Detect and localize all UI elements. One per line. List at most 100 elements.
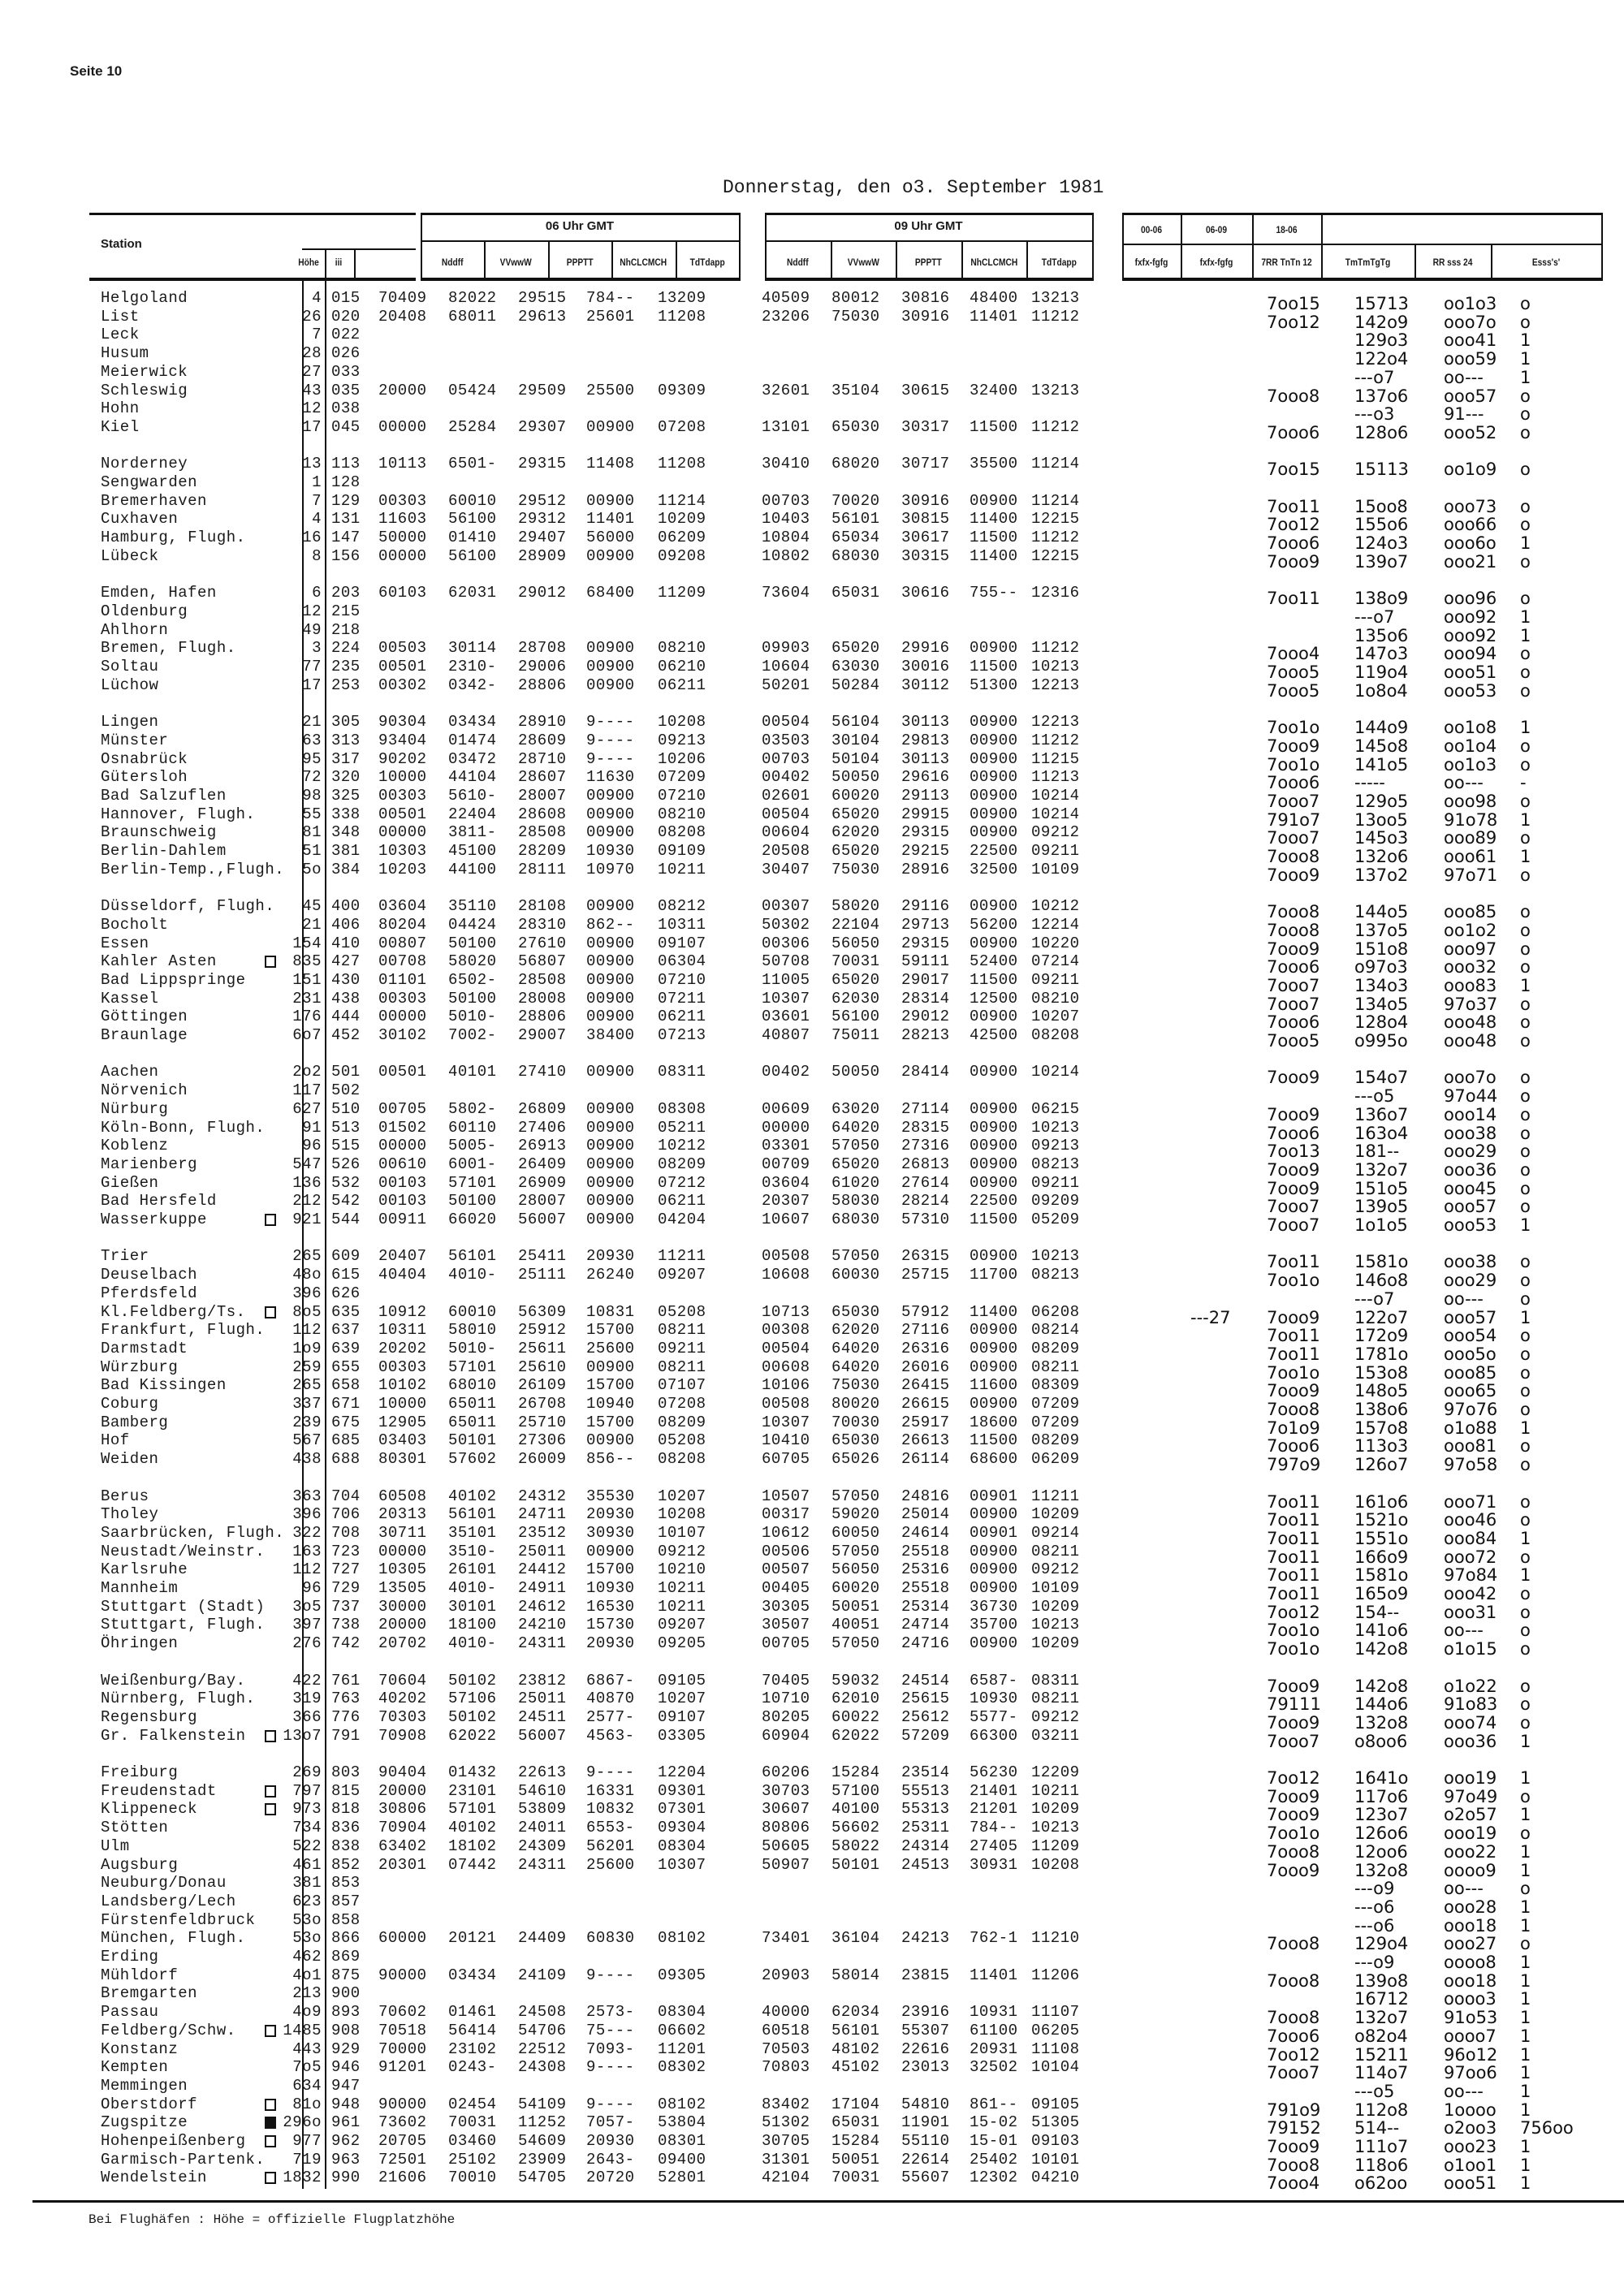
obs-06-value: 24311 bbox=[518, 1634, 567, 1653]
obs-09-value: 06209 bbox=[1031, 1450, 1080, 1469]
handwritten-value: 7ooo8 bbox=[1267, 1934, 1320, 1954]
obs-06-value: 68011 bbox=[448, 307, 497, 326]
handwritten-value: 1 bbox=[1520, 718, 1531, 738]
handwritten-value: o bbox=[1520, 1584, 1531, 1603]
obs-09-value: 50051 bbox=[831, 2150, 880, 2169]
station-height: 269 bbox=[292, 1763, 322, 1781]
obs-09-value: 26813 bbox=[901, 1154, 950, 1173]
obs-06-value: 30000 bbox=[378, 1597, 427, 1616]
obs-06-value: 60103 bbox=[378, 584, 427, 602]
handwritten-value: 1 bbox=[1520, 2081, 1531, 2101]
obs-06-value: 56100 bbox=[448, 546, 497, 565]
station-height: 96 bbox=[302, 1579, 322, 1597]
obs-06-value: 57101 bbox=[448, 1800, 497, 1819]
obs-06-value: 07210 bbox=[658, 970, 706, 989]
handwritten-value: o bbox=[1520, 496, 1531, 516]
handwritten-value: 7oo12 bbox=[1267, 312, 1320, 332]
obs-09-value: 25518 bbox=[901, 1542, 950, 1560]
obs-09-value: 10213 bbox=[1031, 1819, 1080, 1837]
obs-06-value: 00303 bbox=[378, 491, 427, 510]
obs-09-value: 24716 bbox=[901, 1634, 950, 1653]
obs-09-value: 00900 bbox=[970, 491, 1018, 510]
obs-09-value: 10213 bbox=[1031, 1247, 1080, 1266]
handwritten-value: 137o5 bbox=[1354, 920, 1409, 940]
obs-09-value: 17104 bbox=[831, 2095, 880, 2113]
obs-09-value: 24714 bbox=[901, 1616, 950, 1634]
obs-09-value: 09212 bbox=[1031, 1560, 1080, 1579]
table-row: Wendelstein 1832 990 21606 70010 54705 20720 52… bbox=[0, 2169, 1624, 2193]
handwritten-value: 15113 bbox=[1354, 460, 1409, 480]
table-row: Berlin-Dahlem 51 381 10303 45100 28209 10930 09… bbox=[0, 842, 1624, 866]
obs-06-value: 12204 bbox=[658, 1763, 706, 1781]
station-height: 7 bbox=[312, 326, 322, 344]
obs-09-value: 11206 bbox=[1031, 1966, 1080, 1984]
obs-09-value: 29713 bbox=[901, 915, 950, 934]
handwritten-value: 7ooo4 bbox=[1267, 644, 1320, 664]
handwritten-value: o bbox=[1520, 1031, 1531, 1051]
obs-06-value: 08212 bbox=[658, 897, 706, 916]
obs-06-value: 30806 bbox=[378, 1800, 427, 1819]
obs-09-value: 30607 bbox=[762, 1800, 810, 1819]
obs-06-value: 09107 bbox=[658, 1707, 706, 1726]
obs-06-value: 16530 bbox=[586, 1597, 635, 1616]
obs-06-value: 20000 bbox=[378, 1781, 427, 1800]
obs-06-value: 24109 bbox=[518, 1966, 567, 1984]
handwritten-value: 7ooo4 bbox=[1267, 2173, 1320, 2194]
obs-06-value: 10207 bbox=[658, 1487, 706, 1505]
station-name: Schleswig bbox=[101, 381, 188, 399]
station-height: 396 bbox=[292, 1505, 322, 1524]
obs-06-value: 58010 bbox=[448, 1321, 497, 1340]
handwritten-value: 7ooo6 bbox=[1267, 422, 1320, 442]
handwritten-value: 7ooo8 bbox=[1267, 902, 1320, 922]
obs-09-value: 08211 bbox=[1031, 1357, 1080, 1376]
obs-09-value: 00900 bbox=[970, 1137, 1018, 1155]
handwritten-value: 7oo12 bbox=[1267, 1768, 1320, 1788]
obs-09-value: 56101 bbox=[831, 510, 880, 529]
station-height: 461 bbox=[292, 1855, 322, 1874]
station-height: 17 bbox=[302, 675, 322, 694]
obs-09-value: 00900 bbox=[970, 1542, 1018, 1560]
station-name: Osnabrück bbox=[101, 749, 188, 768]
obs-09-value: 59032 bbox=[831, 1671, 880, 1690]
station-name: Meierwick bbox=[101, 362, 188, 381]
station-name: Mannheim bbox=[101, 1579, 179, 1597]
obs-09-value: 30916 bbox=[901, 491, 950, 510]
obs-06-value: 28708 bbox=[518, 639, 567, 658]
station-height: 6o7 bbox=[292, 1026, 322, 1044]
table-row: München, Flugh. 53o 866 60000 20121 24409 6083… bbox=[0, 1929, 1624, 1953]
obs-09-value: 26613 bbox=[901, 1431, 950, 1450]
obs-06-value: 20202 bbox=[378, 1339, 427, 1357]
station-id: 635 bbox=[331, 1302, 361, 1321]
table-row: Kahler Asten 835 427 00708 58020 56807 00900 06… bbox=[0, 952, 1624, 977]
obs-06-value: 09304 bbox=[658, 1819, 706, 1837]
obs-06-value: 29509 bbox=[518, 381, 567, 399]
table-row: Deuselbach 48o 615 40404 4010- 25111 26240 0920… bbox=[0, 1266, 1624, 1290]
obs-06-value: 06211 bbox=[658, 675, 706, 694]
obs-06-value: 90000 bbox=[378, 2095, 427, 2113]
obs-09-value: 73401 bbox=[762, 1929, 810, 1948]
handwritten-value: ooo85 bbox=[1444, 1362, 1497, 1383]
obs-06-value: 30102 bbox=[378, 1026, 427, 1044]
handwritten-value: 1 bbox=[1520, 1841, 1531, 1862]
obs-06-value: 10107 bbox=[658, 1523, 706, 1542]
station-height: 176 bbox=[292, 1008, 322, 1026]
handwritten-value: o bbox=[1520, 865, 1531, 885]
obs-06-value: 23812 bbox=[518, 1671, 567, 1690]
table-row: Nürburg 627 510 00705 5802- 26809 00900 08308 00… bbox=[0, 1100, 1624, 1124]
table-row: Zugspitze 296o 961 73602 70031 11252 7057- 5380… bbox=[0, 2113, 1624, 2138]
obs-09-value: 60518 bbox=[762, 2021, 810, 2039]
gust-06-09-value: ---27 bbox=[1190, 1307, 1231, 1327]
handwritten-value: 7ooo9 bbox=[1267, 1104, 1320, 1124]
obs-09-value: 11214 bbox=[1031, 491, 1080, 510]
obs-06-value: 28909 bbox=[518, 546, 567, 565]
station-name: Feldberg/Schw. bbox=[101, 2021, 236, 2039]
obs-09-value: 59111 bbox=[901, 952, 950, 971]
obs-09-value: 00900 bbox=[970, 1118, 1018, 1137]
obs-06-value: 00900 bbox=[586, 1137, 635, 1155]
station-id: 708 bbox=[331, 1523, 361, 1542]
obs-09-value: 61100 bbox=[970, 2021, 1018, 2039]
obs-09-value: 12213 bbox=[1031, 713, 1080, 732]
station-height: 3o5 bbox=[292, 1597, 322, 1616]
obs-06-value: 00911 bbox=[378, 1211, 427, 1228]
obs-09-value: 03301 bbox=[762, 1137, 810, 1155]
